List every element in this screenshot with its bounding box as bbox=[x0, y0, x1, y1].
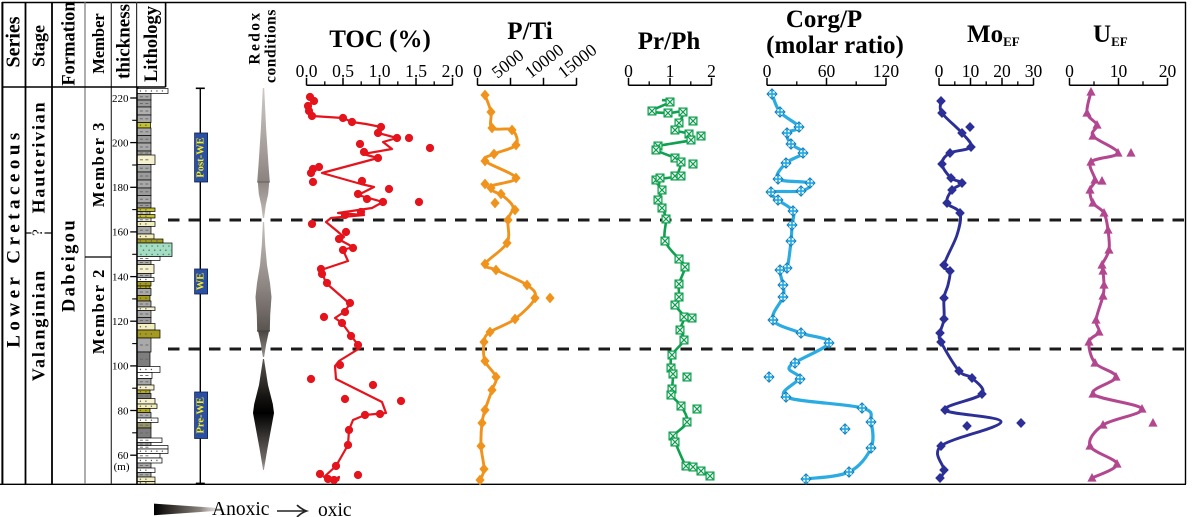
svg-text:1.0: 1.0 bbox=[369, 61, 391, 81]
svg-text:0: 0 bbox=[624, 61, 633, 81]
svg-text:140: 140 bbox=[112, 271, 129, 283]
svg-text:200: 200 bbox=[112, 137, 129, 149]
svg-text:10: 10 bbox=[962, 61, 980, 81]
svg-text:conditions: conditions bbox=[263, 9, 280, 83]
svg-text:0: 0 bbox=[763, 61, 772, 81]
svg-text:Formation: Formation bbox=[60, 1, 80, 86]
svg-text:20: 20 bbox=[993, 61, 1011, 81]
svg-text:oxic: oxic bbox=[318, 500, 352, 517]
svg-text:Pre-WE: Pre-WE bbox=[195, 397, 206, 434]
svg-text:Series: Series bbox=[3, 16, 25, 67]
svg-text:TOC (%): TOC (%) bbox=[329, 26, 431, 53]
svg-text:5000: 5000 bbox=[488, 45, 528, 82]
svg-text:Pr/Ph: Pr/Ph bbox=[638, 28, 701, 55]
svg-text:2: 2 bbox=[707, 61, 716, 81]
svg-text:120: 120 bbox=[873, 61, 900, 81]
svg-text:10: 10 bbox=[1110, 61, 1128, 81]
svg-text:Lower Cretaceous: Lower Cretaceous bbox=[4, 128, 25, 348]
svg-text:Lithology: Lithology bbox=[142, 5, 162, 82]
svg-text:WE: WE bbox=[195, 273, 206, 291]
svg-text:0: 0 bbox=[1065, 61, 1074, 81]
svg-text:60: 60 bbox=[118, 450, 130, 462]
svg-text:60: 60 bbox=[818, 61, 836, 81]
svg-text:Corg/P: Corg/P bbox=[786, 6, 862, 33]
svg-text:0: 0 bbox=[473, 61, 482, 81]
svg-text:P/Ti: P/Ti bbox=[507, 18, 552, 45]
svg-text:1: 1 bbox=[666, 61, 675, 81]
svg-text:30: 30 bbox=[1025, 61, 1043, 81]
svg-text:2.0: 2.0 bbox=[442, 61, 464, 81]
svg-text:15000: 15000 bbox=[554, 39, 601, 82]
svg-text:Member 2: Member 2 bbox=[89, 268, 108, 354]
svg-text:MoEF: MoEF bbox=[967, 21, 1020, 49]
svg-text:Redox: Redox bbox=[247, 10, 264, 64]
svg-text:Valanginian: Valanginian bbox=[29, 269, 49, 381]
svg-text:180: 180 bbox=[112, 182, 129, 194]
svg-text:0: 0 bbox=[935, 61, 944, 81]
svg-text:Dabeigou: Dabeigou bbox=[60, 218, 80, 312]
svg-text:20: 20 bbox=[1159, 61, 1177, 81]
svg-text:UEF: UEF bbox=[1093, 21, 1128, 49]
svg-text:Anoxic: Anoxic bbox=[212, 499, 270, 517]
svg-text:1.5: 1.5 bbox=[405, 61, 427, 81]
svg-text:100: 100 bbox=[112, 361, 129, 373]
svg-text:Member 3: Member 3 bbox=[89, 121, 108, 207]
svg-text:Post-WE: Post-WE bbox=[195, 137, 206, 177]
svg-text:Member: Member bbox=[89, 13, 108, 73]
svg-text:thickness: thickness bbox=[114, 4, 135, 79]
svg-text:0.0: 0.0 bbox=[296, 61, 318, 81]
svg-text:Stage: Stage bbox=[29, 25, 49, 67]
svg-text:220: 220 bbox=[112, 93, 129, 105]
svg-text:80: 80 bbox=[118, 405, 130, 417]
svg-text:?: ? bbox=[30, 229, 46, 236]
svg-text:Hauterivian: Hauterivian bbox=[29, 101, 49, 214]
svg-text:160: 160 bbox=[112, 227, 129, 239]
svg-text:(molar ratio): (molar ratio) bbox=[766, 32, 904, 59]
svg-text:(m): (m) bbox=[114, 461, 130, 473]
svg-text:120: 120 bbox=[112, 316, 129, 328]
svg-text:0.5: 0.5 bbox=[332, 61, 354, 81]
